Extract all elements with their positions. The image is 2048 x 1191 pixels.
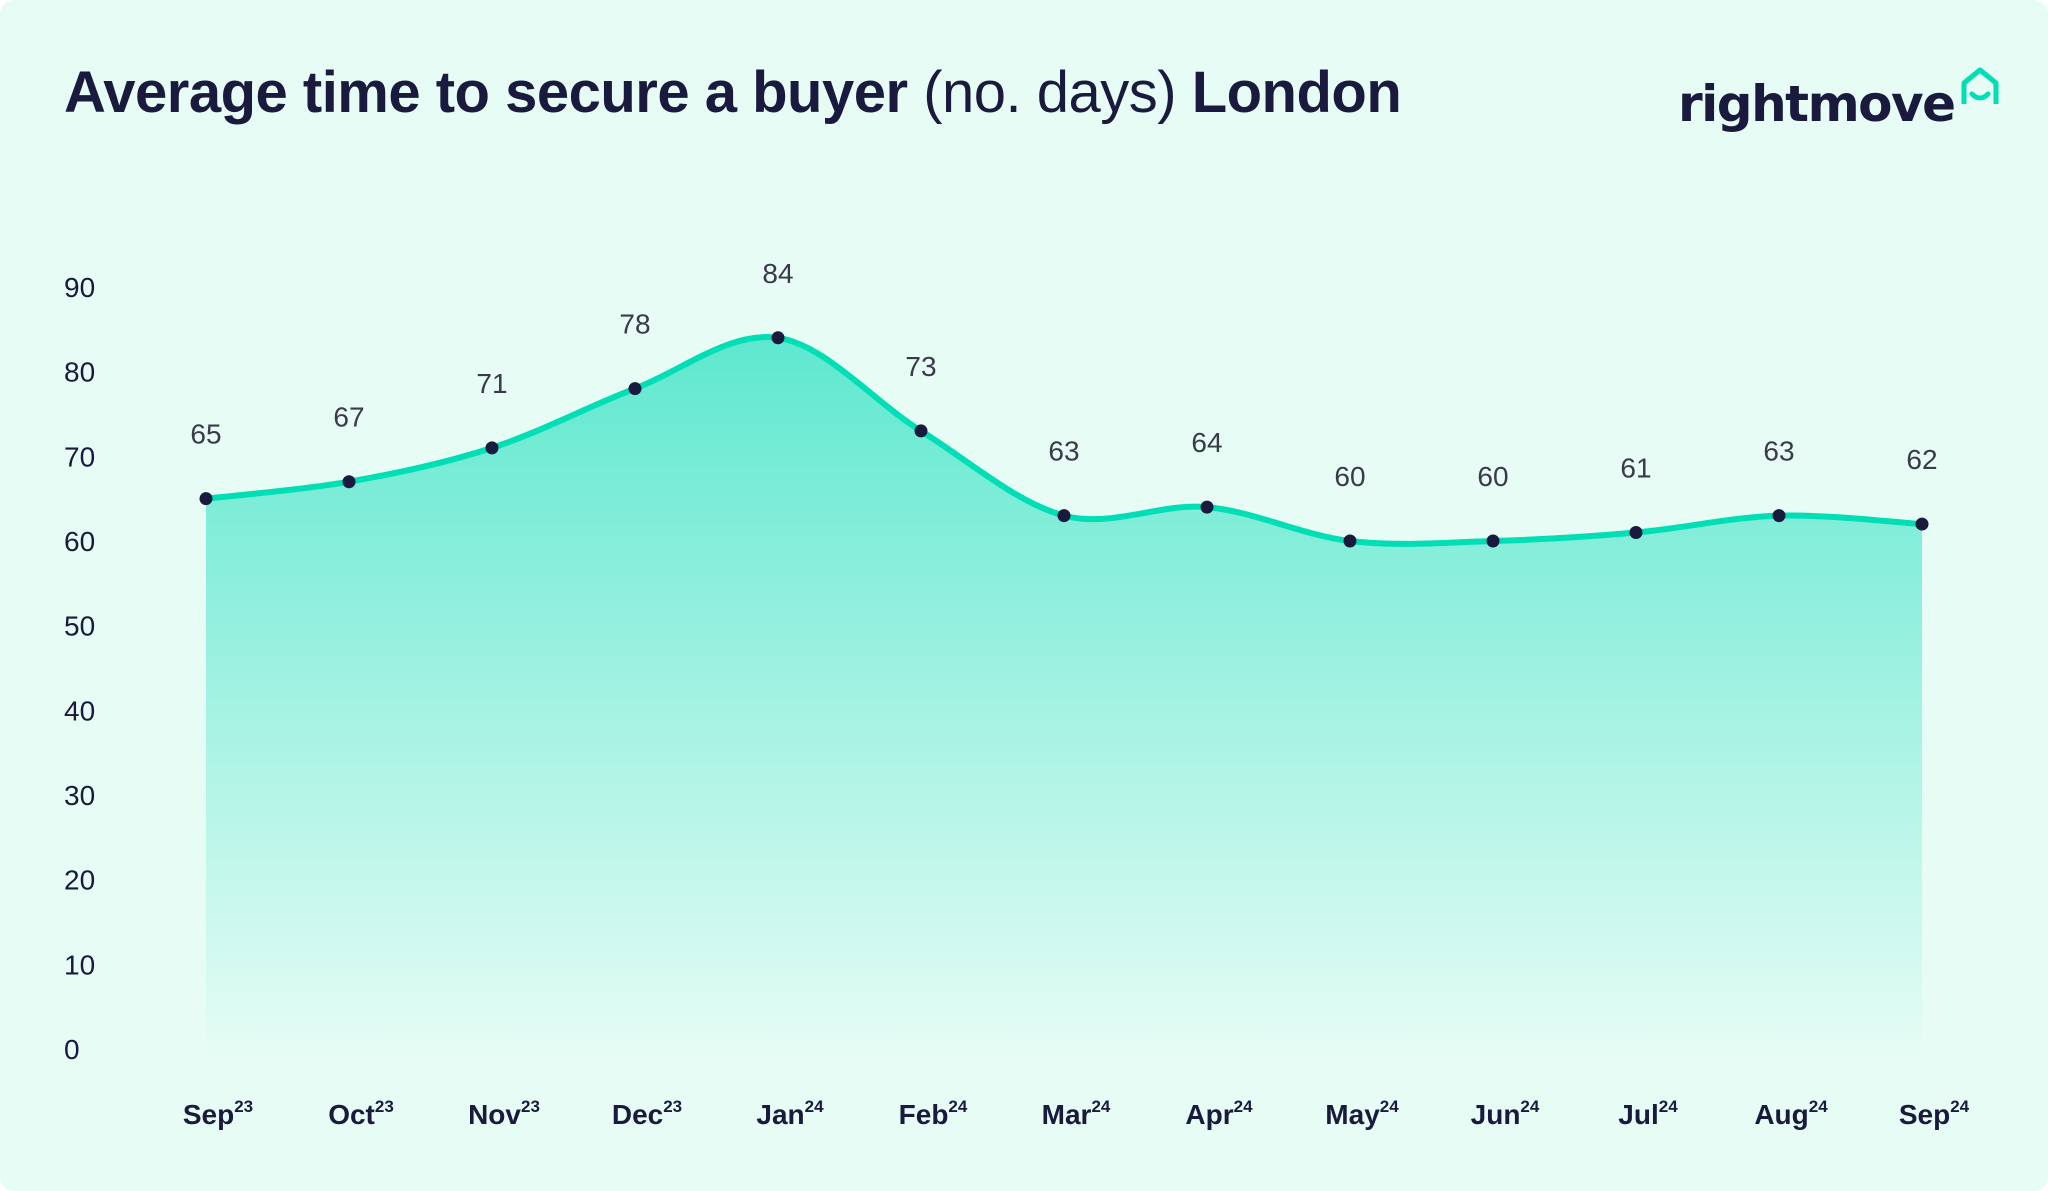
y-tick-label: 50 <box>64 611 95 642</box>
data-point <box>1343 534 1357 548</box>
series-area-fill <box>206 336 1922 1057</box>
x-tick-label: Oct23 <box>328 1097 394 1130</box>
x-tick-month: May <box>1325 1099 1380 1130</box>
data-label: 84 <box>762 258 793 289</box>
x-tick-label: Mar24 <box>1042 1097 1111 1130</box>
x-tick-month: Mar <box>1042 1099 1092 1130</box>
title-main: Average time to secure a buyer <box>64 60 908 125</box>
x-tick-month: Apr <box>1185 1099 1233 1130</box>
x-tick-month: Aug <box>1754 1099 1808 1130</box>
data-label: 63 <box>1048 436 1079 467</box>
y-tick-label: 90 <box>64 272 95 303</box>
x-tick-month: Nov <box>468 1099 521 1130</box>
x-tick-label: Nov23 <box>468 1097 540 1130</box>
x-tick-year: 24 <box>948 1097 967 1116</box>
x-tick-label: Dec23 <box>612 1097 682 1130</box>
y-tick-label: 0 <box>64 1034 80 1065</box>
data-point <box>1200 500 1214 514</box>
y-axis: 0 10 20 30 40 50 60 70 80 90 <box>64 272 95 1065</box>
data-label: 64 <box>1191 427 1222 458</box>
x-tick-year: 24 <box>1809 1097 1828 1116</box>
x-tick-month: Sep <box>1899 1099 1950 1130</box>
x-tick-year: 24 <box>1380 1097 1399 1116</box>
x-tick-label: Sep23 <box>183 1097 253 1130</box>
data-label: 61 <box>1620 453 1651 484</box>
x-tick-label: Feb24 <box>899 1097 968 1130</box>
x-tick-label: Apr24 <box>1185 1097 1253 1130</box>
x-tick-year: 23 <box>234 1097 253 1116</box>
title-unit: (no. days) <box>923 60 1177 125</box>
x-tick-year: 24 <box>1091 1097 1110 1116</box>
y-tick-label: 40 <box>64 695 95 726</box>
y-tick-label: 80 <box>64 357 95 388</box>
data-point <box>628 382 642 396</box>
y-tick-label: 10 <box>64 949 95 980</box>
x-axis: Sep23 Oct23 Nov23 Dec23 Jan24 Feb24 Mar24 Apr24… <box>183 1097 1970 1130</box>
chart-title: Average time to secure a buyer (no. days… <box>64 58 1402 128</box>
data-label: 67 <box>333 402 364 433</box>
y-tick-label: 20 <box>64 865 95 896</box>
x-tick-year: 23 <box>521 1097 540 1116</box>
x-tick-year: 24 <box>1234 1097 1253 1116</box>
x-tick-year: 24 <box>1520 1097 1539 1116</box>
data-point <box>1772 509 1786 523</box>
y-tick-label: 70 <box>64 441 95 472</box>
data-point <box>1486 534 1500 548</box>
title-region: London <box>1191 60 1402 125</box>
rightmove-logo: rightmove <box>1678 64 2001 134</box>
x-tick-year: 24 <box>805 1097 824 1116</box>
data-label: 63 <box>1763 436 1794 467</box>
data-point <box>199 492 213 506</box>
logo-text: rightmove <box>1678 75 1956 133</box>
y-tick-label: 30 <box>64 780 95 811</box>
x-tick-label: Jan24 <box>756 1097 824 1130</box>
data-point <box>342 475 356 489</box>
x-tick-month: Dec <box>612 1099 663 1130</box>
data-point <box>771 331 785 345</box>
data-point <box>1629 526 1643 540</box>
data-label: 62 <box>1906 444 1937 475</box>
data-point <box>1057 509 1071 523</box>
house-icon <box>1961 67 1999 104</box>
x-tick-year: 24 <box>1659 1097 1678 1116</box>
data-point <box>914 424 928 438</box>
x-tick-month: Sep <box>183 1099 234 1130</box>
y-tick-label: 60 <box>64 526 95 557</box>
x-tick-label: Jun24 <box>1471 1097 1540 1130</box>
x-tick-label: Sep24 <box>1899 1097 1970 1130</box>
x-tick-month: Jun <box>1471 1099 1521 1130</box>
data-label: 78 <box>619 309 650 340</box>
data-label: 71 <box>476 368 507 399</box>
data-label: 73 <box>905 351 936 382</box>
x-tick-month: Jan <box>756 1099 804 1130</box>
x-tick-year: 23 <box>375 1097 394 1116</box>
x-tick-month: Feb <box>899 1099 949 1130</box>
x-tick-label: Aug24 <box>1754 1097 1828 1130</box>
data-label: 60 <box>1477 461 1508 492</box>
x-tick-year: 24 <box>1950 1097 1969 1116</box>
data-labels: 65 67 71 78 84 73 63 64 60 60 61 63 62 <box>190 258 1937 492</box>
data-point <box>485 441 499 455</box>
data-label: 65 <box>190 419 221 450</box>
data-markers <box>199 331 1929 548</box>
x-tick-label: Jul24 <box>1618 1097 1678 1130</box>
x-tick-month: Oct <box>328 1099 375 1130</box>
x-tick-label: May24 <box>1325 1097 1399 1130</box>
data-point <box>1915 517 1929 531</box>
x-tick-year: 23 <box>663 1097 682 1116</box>
x-tick-month: Jul <box>1618 1099 1658 1130</box>
data-label: 60 <box>1334 461 1365 492</box>
